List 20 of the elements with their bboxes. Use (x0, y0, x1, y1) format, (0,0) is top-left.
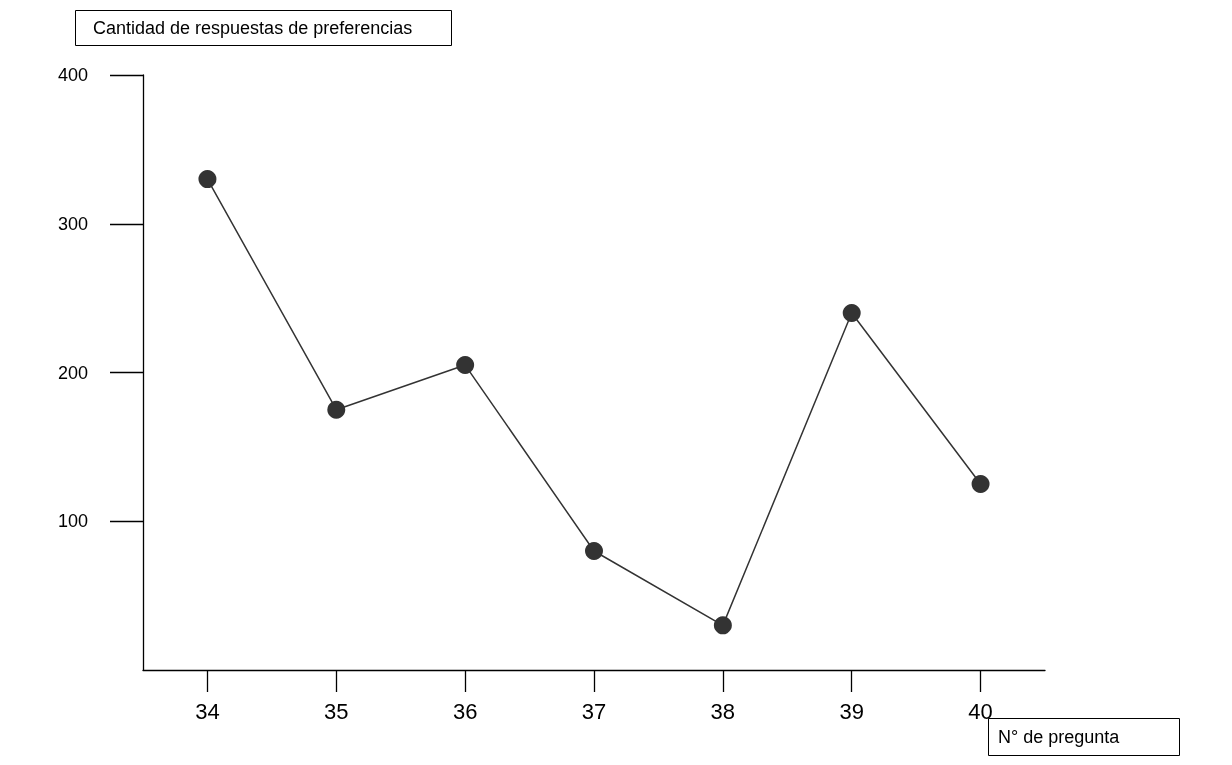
x-tick-label: 40 (968, 698, 993, 724)
point (456, 356, 475, 375)
y-tick-label: 100 (58, 511, 89, 532)
y-tick-label: 300 (58, 213, 89, 234)
y-tick-label: 400 (58, 65, 89, 85)
y-tick-label: 200 (58, 362, 89, 383)
point (198, 170, 217, 189)
point (842, 304, 861, 322)
x-axis-title: N° de pregunta (998, 727, 1121, 747)
point (971, 475, 990, 494)
point (585, 542, 603, 560)
x-tick-label: 35 (324, 698, 349, 724)
x-tick-label: 38 (710, 698, 736, 724)
y-axis-title: Cantidad de respuestas de preferencias (93, 18, 413, 38)
x-tick-label: 36 (452, 698, 478, 724)
x-tick-label: 34 (195, 698, 220, 724)
x-tick-label: 39 (839, 698, 864, 724)
point (713, 616, 732, 635)
point (327, 400, 346, 419)
x-tick-label: 37 (581, 698, 607, 724)
